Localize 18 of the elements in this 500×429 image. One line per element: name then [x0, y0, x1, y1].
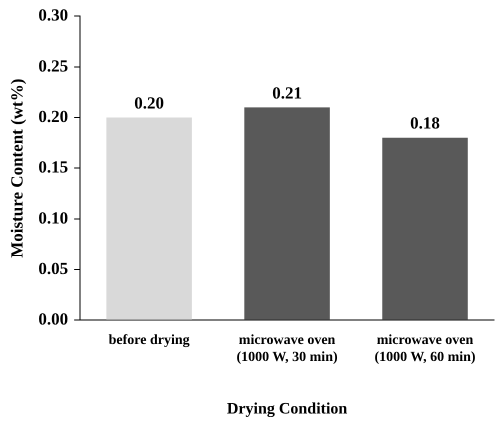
y-tick-label: 0.05 — [38, 258, 68, 278]
data-label: 0.20 — [134, 93, 164, 112]
bar — [382, 138, 468, 320]
data-label: 0.18 — [410, 114, 440, 133]
y-tick-label: 0.00 — [38, 310, 68, 329]
y-tick-label: 0.20 — [38, 106, 68, 126]
bar — [244, 107, 330, 320]
x-tick-label: microwave oven (1000 W, 30 min) — [236, 333, 338, 366]
y-tick-label: 0.15 — [38, 158, 68, 177]
y-axis-title: Moisture Content (wt%) — [8, 78, 27, 258]
x-tick-label: before drying — [108, 333, 190, 348]
y-tick-label: 0.10 — [38, 208, 68, 228]
y-tick-label: 0.25 — [38, 56, 68, 76]
x-axis-title: Drying Condition — [226, 400, 348, 418]
data-label: 0.21 — [272, 83, 302, 102]
y-tick-label: 0.30 — [38, 6, 68, 25]
x-tick-label: microwave oven (1000 W, 60 min) — [374, 333, 476, 366]
bar — [106, 118, 192, 320]
